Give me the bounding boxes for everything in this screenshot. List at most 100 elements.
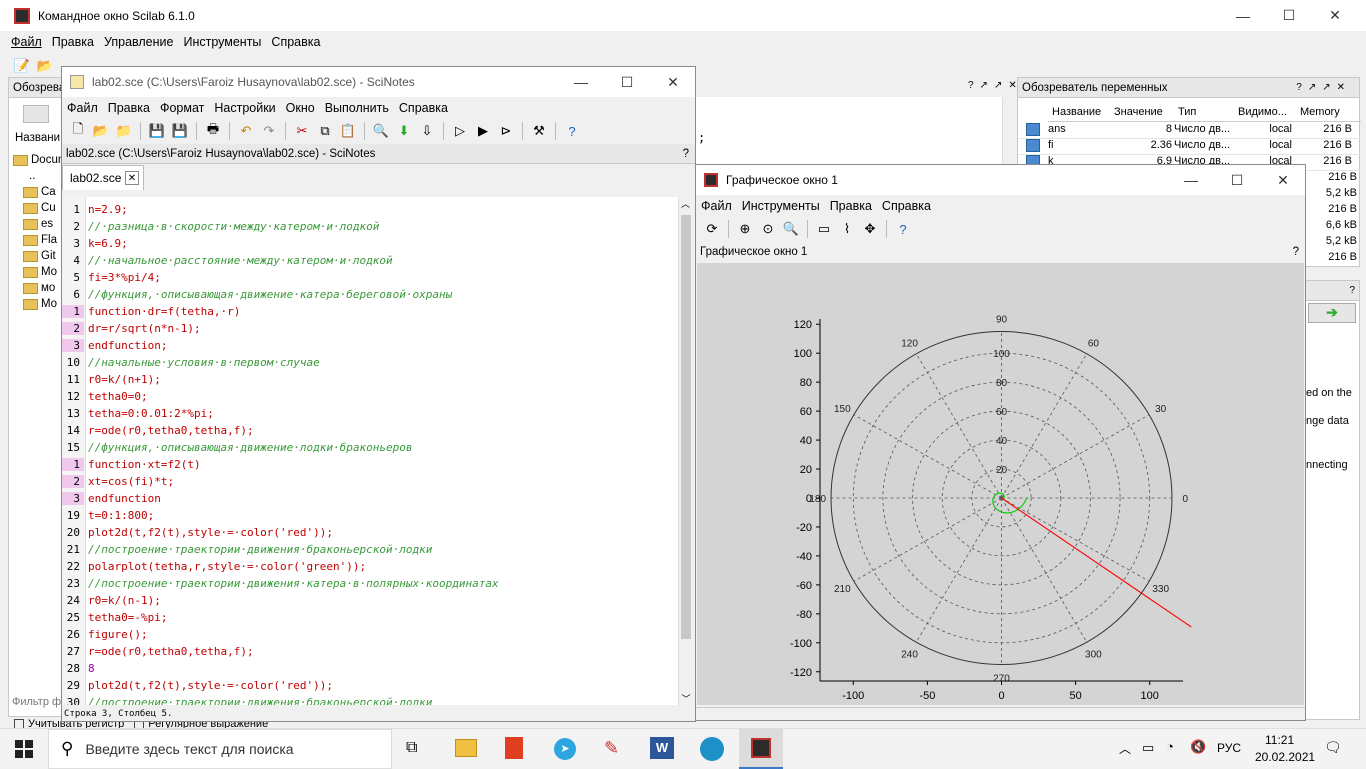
file-item[interactable]: Git — [23, 248, 56, 264]
clock-date[interactable]: 20.02.2021 — [1255, 750, 1316, 764]
paste-icon[interactable]: 📋 — [339, 123, 357, 138]
file-item[interactable]: .. — [29, 170, 36, 182]
scroll-down-icon[interactable]: ﹀ — [681, 694, 691, 704]
code-line[interactable]: 6 //функция,·описывающая·движение·катера·… — [62, 286, 678, 303]
open-file-icon[interactable]: 📂 — [92, 123, 110, 138]
print-icon[interactable]: 🖶 — [206, 121, 220, 136]
code-line[interactable]: 10 //начальные·условия·в·первом·случае — [62, 354, 678, 371]
code-line[interactable]: 5 fi=3*%pi/4; — [62, 269, 678, 286]
col-value[interactable]: Значение — [1114, 105, 1163, 118]
graphic-maximize-button[interactable]: ☐ — [1230, 171, 1244, 188]
redo-icon[interactable]: ↷ — [263, 123, 275, 138]
code-line[interactable]: 14 r=ode(r0,tetha0,tetha,f); — [62, 422, 678, 439]
edge-icon[interactable] — [700, 737, 724, 761]
code-line[interactable]: 25 tetha0=-%pi; — [62, 609, 678, 626]
taskbar-search[interactable]: ⚲ Введите здесь текст для поиска — [48, 729, 392, 769]
notifications-icon[interactable]: 🗨 — [1324, 739, 1342, 755]
next-arrow-button[interactable]: ➔ — [1308, 303, 1356, 323]
console-scrollbar[interactable] — [1002, 97, 1014, 167]
code-line[interactable]: 26 figure(); — [62, 626, 678, 643]
scilab-taskbar-icon[interactable] — [739, 729, 783, 769]
scinotes-maximize-button[interactable]: ☐ — [620, 73, 634, 90]
save-as-icon[interactable]: 💾 — [171, 123, 189, 138]
wifi-icon[interactable]: ◔ — [1166, 739, 1174, 754]
scinotes-close-button[interactable]: ✕ — [667, 73, 679, 90]
code-line[interactable]: 2 //·разница·в·скорости·между·катером·и·л… — [62, 218, 678, 235]
console-close-button[interactable]: ✕ — [1329, 7, 1341, 23]
scinotes-titlebar[interactable]: lab02.sce (C:\Users\Faroiz Husaynova\lab… — [62, 67, 695, 97]
scinotes-minimize-button[interactable]: — — [574, 74, 588, 90]
datatip-icon[interactable]: ▭ — [817, 221, 831, 236]
execute-icon[interactable]: ⇩ — [421, 123, 433, 138]
save-icon[interactable]: 💾 — [148, 123, 166, 138]
console-menu-control[interactable]: Управление — [103, 35, 174, 49]
close-tab-icon[interactable]: ✕ — [125, 171, 139, 185]
battery-icon[interactable]: ▭ — [1142, 740, 1155, 755]
zoom-reset-icon[interactable]: ⊙ — [762, 221, 774, 236]
graphic-menu-file[interactable]: Файл — [701, 199, 732, 213]
code-line[interactable]: 20 plot2d(t,f2(t),style·=·color('red')); — [62, 524, 678, 541]
code-line[interactable]: 28 8 — [62, 660, 678, 677]
code-line[interactable]: 27 r=ode(r0,tetha0,tetha,f); — [62, 643, 678, 660]
scinotes-doc-help-icon[interactable]: ? — [682, 147, 689, 160]
file-item[interactable]: Fla — [23, 232, 57, 248]
tools-icon[interactable]: ⚒ — [533, 123, 545, 138]
col-type[interactable]: Тип — [1178, 105, 1197, 118]
code-line[interactable]: 19 t=0:1:800; — [62, 507, 678, 524]
varbr-dock-controls[interactable]: ?↗↗✕ — [1296, 82, 1351, 93]
code-line[interactable]: 2 dr=r/sqrt(n*n-1); — [62, 320, 678, 337]
graphic-titlebar[interactable]: Графическое окно 1 — ☐ ✕ — [696, 165, 1305, 195]
graphic-menu-help[interactable]: Справка — [881, 199, 931, 213]
new-script-icon[interactable]: 📝 — [13, 58, 31, 73]
zoom-icon[interactable]: ⊕ — [739, 221, 751, 236]
console-titlebar[interactable]: Командное окно Scilab 6.1.0 — ☐ ✕ — [0, 0, 1366, 31]
code-line[interactable]: 29 plot2d(t,f2(t),style·=·color('red')); — [62, 677, 678, 694]
code-line[interactable]: 3 endfunction; — [62, 337, 678, 354]
new-file-icon[interactable]: 🗋 — [72, 121, 84, 136]
table-row[interactable]: ans 8 Число дв... local 216 B — [1018, 123, 1361, 139]
console-dock-controls[interactable]: ?↗↗✕ — [968, 80, 1023, 91]
paint-icon[interactable]: ✎ — [604, 738, 620, 758]
code-line[interactable]: 15 //функция,·описывающая·движение·лодки·… — [62, 439, 678, 456]
console-menu-edit[interactable]: Правка — [51, 35, 94, 49]
scinotes-menu-edit[interactable]: Правка — [107, 101, 150, 115]
scinotes-menu-help[interactable]: Справка — [398, 101, 448, 115]
plot-area[interactable]: 0 30 60 90 120 150 180 210 240 270 300 330 100 80 60 40… — [697, 263, 1304, 705]
find-icon[interactable]: 🔍 — [372, 123, 390, 138]
tab-lab02[interactable]: lab02.sce ✕ — [62, 165, 144, 190]
clock-time[interactable]: 11:21 — [1265, 733, 1295, 747]
code-line[interactable]: 4 //·начальное·расстояние·между·катером·и… — [62, 252, 678, 269]
console-area[interactable]: ; — [696, 97, 1014, 167]
graphic-menu-edit[interactable]: Правка — [829, 199, 872, 213]
code-line[interactable]: 23 //построение·траектории·движения·катер… — [62, 575, 678, 592]
col-memory[interactable]: Memory — [1300, 105, 1340, 118]
file-item[interactable]: Mo — [23, 264, 57, 280]
table-row[interactable]: fi 2.36 Число дв... local 216 B — [1018, 139, 1361, 155]
undo-icon[interactable]: ↶ — [240, 123, 252, 138]
cut-icon[interactable]: ✂ — [296, 123, 308, 138]
office-icon[interactable] — [505, 737, 523, 759]
telegram-icon[interactable]: ➤ — [554, 738, 576, 760]
windows-start-icon[interactable] — [15, 740, 33, 758]
graphic-doc-help-icon[interactable]: ? — [1292, 246, 1299, 258]
copy-icon[interactable]: ⧉ — [320, 123, 330, 138]
code-line[interactable]: 1 n=2.9; — [62, 201, 678, 218]
open-icon[interactable]: 📂 — [36, 58, 54, 73]
code-line[interactable]: 3 k=6.9; — [62, 235, 678, 252]
graphic-minimize-button[interactable]: — — [1184, 172, 1198, 188]
file-browser-folder-button[interactable] — [23, 105, 49, 123]
file-item[interactable]: Mo — [23, 296, 57, 312]
scinotes-menu-settings[interactable]: Настройки — [214, 101, 276, 115]
console-menu-file[interactable]: Файл — [11, 35, 42, 49]
console-menu-tools[interactable]: Инструменты — [183, 35, 262, 49]
code-line[interactable]: 2 xt=cos(fi)*t; — [62, 473, 678, 490]
code-line[interactable]: 24 r0=k/(n-1); — [62, 592, 678, 609]
col-visibility[interactable]: Видимо... — [1238, 105, 1287, 118]
code-line[interactable]: 21 //построение·траектории·движения·брако… — [62, 541, 678, 558]
console-minimize-button[interactable]: — — [1236, 7, 1250, 24]
file-item[interactable]: Ca — [23, 184, 56, 200]
run-selection-icon[interactable]: ▶ — [478, 123, 488, 138]
run-icon[interactable]: ▷ — [455, 123, 465, 138]
file-item[interactable]: Cu — [23, 200, 56, 216]
col-name[interactable]: Название — [1052, 105, 1102, 118]
